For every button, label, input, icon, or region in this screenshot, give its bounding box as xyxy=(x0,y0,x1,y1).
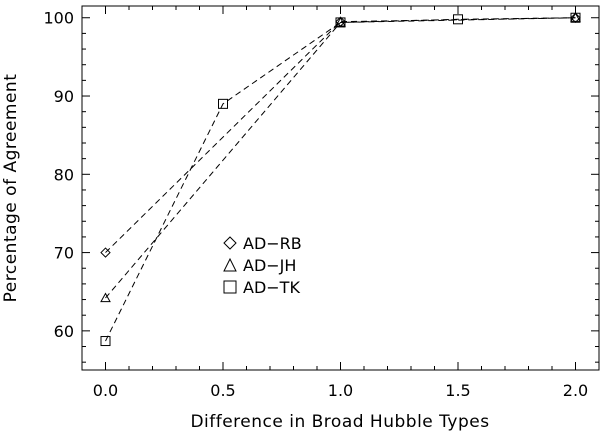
y-axis-label: Percentage of Agreement xyxy=(1,74,21,303)
data-point-diamond xyxy=(100,247,111,258)
legend-item: AD−TK xyxy=(223,278,300,297)
data-point-triangle xyxy=(100,292,111,303)
y-tick-label: 70 xyxy=(54,244,74,263)
x-axis-ticks: 0.0 0.5 1.0 1.5 2.0 xyxy=(93,6,588,400)
y-axis-ticks: 60 70 80 90 100 xyxy=(43,9,599,363)
series-layer xyxy=(100,12,581,347)
series-line xyxy=(105,17,576,342)
x-tick-label: 2.0 xyxy=(563,381,588,400)
data-point-square xyxy=(218,98,228,109)
x-tick-label: 1.0 xyxy=(328,381,353,400)
series-triangle xyxy=(100,12,581,303)
series-line xyxy=(105,17,576,299)
series-line xyxy=(105,17,576,253)
legend-item: AD−RB xyxy=(223,234,302,253)
plot-frame xyxy=(81,5,600,371)
data-point-triangle xyxy=(335,16,346,27)
legend-marker-triangle xyxy=(223,257,237,272)
y-tick-label: 80 xyxy=(54,165,74,184)
legend-label: AD−RB xyxy=(243,234,302,253)
y-tick-label: 100 xyxy=(43,9,74,28)
legend-marker-square xyxy=(223,280,237,294)
data-point-square xyxy=(570,12,581,23)
data-point-square xyxy=(335,17,346,28)
legend-marker-diamond xyxy=(223,236,237,250)
legend-item: AD−JH xyxy=(223,256,296,275)
data-point-triangle xyxy=(570,12,581,22)
y-tick-label: 90 xyxy=(54,87,74,106)
x-axis-label: Difference in Broad Hubble Types xyxy=(190,412,489,432)
legend-label: AD−JH xyxy=(243,256,296,275)
legend: AD−RB AD−JH AD−TK xyxy=(223,234,302,297)
series-square xyxy=(100,12,581,347)
data-point-square xyxy=(453,14,463,25)
legend-label: AD−TK xyxy=(243,278,300,297)
data-point-square xyxy=(100,336,111,347)
series-diamond xyxy=(100,12,581,258)
x-tick-label: 1.5 xyxy=(445,381,470,400)
x-tick-label: 0.0 xyxy=(93,381,118,400)
x-tick-label: 0.5 xyxy=(210,381,235,400)
y-tick-label: 60 xyxy=(54,322,74,341)
